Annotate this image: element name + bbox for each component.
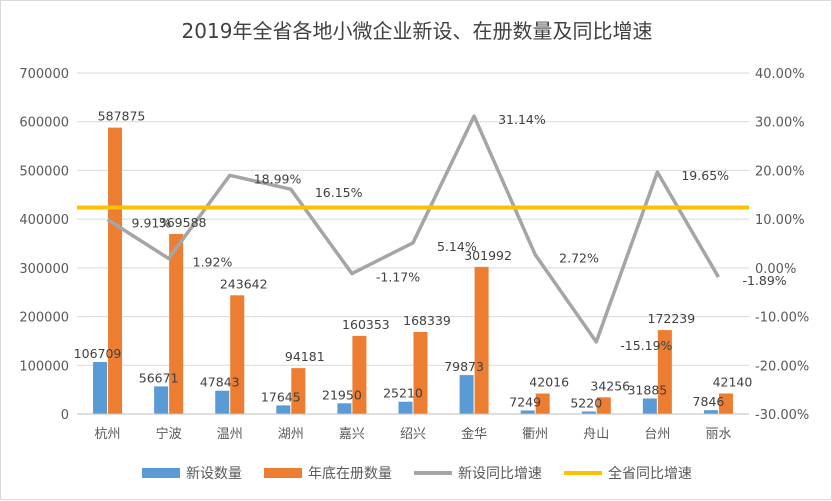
legend-label: 年底在册数量 — [308, 466, 392, 482]
y-left-tick-label: 500000 — [19, 164, 69, 179]
y-right-tick-label: -10.00% — [755, 311, 809, 326]
bar-新设数量 — [276, 405, 291, 414]
legend: 新设数量 年底在册数量 新设同比增速 全省同比增速 — [1, 463, 832, 483]
bar-新设数量 — [398, 401, 413, 414]
data-label-growth: 1.92% — [193, 255, 233, 270]
data-label-growth: 19.65% — [681, 168, 729, 183]
bar-年底在册数量 — [230, 295, 245, 414]
bar-年底在册数量 — [474, 266, 489, 414]
data-label-growth: -15.19% — [620, 338, 672, 353]
data-label-new: 106709 — [74, 346, 122, 361]
bar-年底在册数量 — [657, 330, 672, 414]
data-label-growth: -1.89% — [742, 273, 786, 288]
data-label-registered: 369588 — [159, 215, 207, 230]
x-tick-label: 嘉兴 — [339, 427, 365, 442]
data-label-registered: 42016 — [529, 375, 569, 390]
bar-年底在册数量 — [596, 397, 611, 414]
legend-swatch — [564, 471, 602, 475]
legend-label: 新设数量 — [186, 466, 242, 482]
data-label-new: 5220 — [570, 395, 602, 410]
legend-label: 全省同比增速 — [608, 466, 692, 482]
data-label-registered: 34256 — [590, 378, 630, 393]
data-label-registered: 42140 — [713, 374, 753, 389]
bar-新设数量 — [703, 410, 718, 414]
y-left-tick-label: 0 — [61, 408, 69, 423]
x-tick-label: 温州 — [217, 427, 243, 442]
data-label-registered: 168339 — [403, 313, 451, 328]
legend-swatch — [414, 471, 452, 475]
y-right-tick-label: 40.00% — [755, 67, 805, 82]
bar-年底在册数量 — [535, 393, 550, 414]
data-label-growth: 31.14% — [498, 112, 546, 127]
y-left-tick-label: 400000 — [19, 213, 69, 228]
y-left-tick-label: 200000 — [19, 311, 69, 326]
chart-title: 2019年全省各地小微企业新设、在册数量及同比增速 — [181, 19, 653, 43]
bar-新设数量 — [337, 403, 352, 414]
y-right-tick-label: -20.00% — [755, 359, 809, 374]
x-tick-label: 绍兴 — [400, 427, 426, 442]
y-right-tick-label: -30.00% — [755, 408, 809, 423]
data-label-registered: 160353 — [342, 317, 390, 332]
legend-item: 新设同比增速 — [414, 463, 542, 483]
data-label-registered: 94181 — [285, 349, 325, 364]
bar-年底在册数量 — [413, 331, 428, 414]
legend-label: 新设同比增速 — [458, 466, 542, 482]
bar-新设数量 — [642, 398, 657, 414]
x-tick-label: 湖州 — [278, 427, 304, 442]
bar-新设数量 — [93, 362, 108, 414]
y-right-tick-label: 30.00% — [755, 116, 805, 131]
y-right-tick-label: 10.00% — [755, 213, 805, 228]
x-tick-label: 台州 — [644, 427, 670, 442]
data-label-new: 25210 — [383, 386, 423, 401]
data-label-growth: 16.15% — [315, 185, 363, 200]
data-label-new: 7249 — [509, 394, 541, 409]
x-tick-label: 衢州 — [522, 427, 548, 442]
x-tick-label: 舟山 — [583, 427, 609, 442]
bar-新设数量 — [581, 411, 596, 414]
y-left-tick-label: 100000 — [19, 359, 69, 374]
data-label-registered: 172239 — [648, 311, 696, 326]
legend-item: 全省同比增速 — [564, 463, 692, 483]
data-label-new: 21950 — [322, 387, 362, 402]
bar-年底在册数量 — [291, 368, 306, 414]
data-label-new: 56671 — [139, 370, 179, 385]
data-label-growth: 2.72% — [559, 251, 599, 266]
legend-item: 新设数量 — [142, 463, 242, 483]
y-left-tick-label: 700000 — [19, 67, 69, 82]
data-label-new: 47843 — [200, 375, 240, 390]
bar-年底在册数量 — [169, 233, 184, 414]
data-label-registered: 587875 — [98, 109, 146, 124]
data-label-new: 17645 — [261, 389, 301, 404]
data-label-growth: 9.91% — [132, 216, 172, 231]
data-label-new: 79873 — [444, 359, 484, 374]
data-label-new: 7846 — [693, 394, 725, 409]
data-label-registered: 301992 — [464, 248, 512, 263]
bar-新设数量 — [154, 386, 169, 414]
data-label-growth: 5.14% — [437, 239, 477, 254]
x-tick-label: 杭州 — [95, 427, 121, 442]
x-tick-label: 金华 — [461, 426, 487, 442]
legend-swatch — [264, 468, 302, 478]
y-right-tick-label: 20.00% — [755, 164, 805, 179]
line-新设同比增速 — [106, 114, 720, 344]
y-left-tick-label: 300000 — [19, 262, 69, 277]
bar-新设数量 — [459, 375, 474, 414]
legend-swatch — [142, 468, 180, 478]
legend-item: 年底在册数量 — [264, 463, 392, 483]
bar-新设数量 — [215, 390, 230, 414]
bar-新设数量 — [520, 410, 535, 414]
y-left-tick-label: 600000 — [19, 116, 69, 131]
x-tick-label: 宁波 — [156, 426, 182, 442]
data-label-registered: 243642 — [220, 276, 268, 291]
bar-年底在册数量 — [718, 393, 733, 414]
y-right-tick-label: 0.00% — [755, 262, 796, 277]
data-label-growth: -1.17% — [376, 270, 420, 285]
x-tick-label: 丽水 — [705, 427, 731, 442]
bar-年底在册数量 — [352, 335, 367, 414]
data-label-new: 31885 — [627, 382, 667, 397]
bar-年底在册数量 — [108, 127, 123, 414]
data-label-growth: 18.99% — [254, 171, 302, 186]
